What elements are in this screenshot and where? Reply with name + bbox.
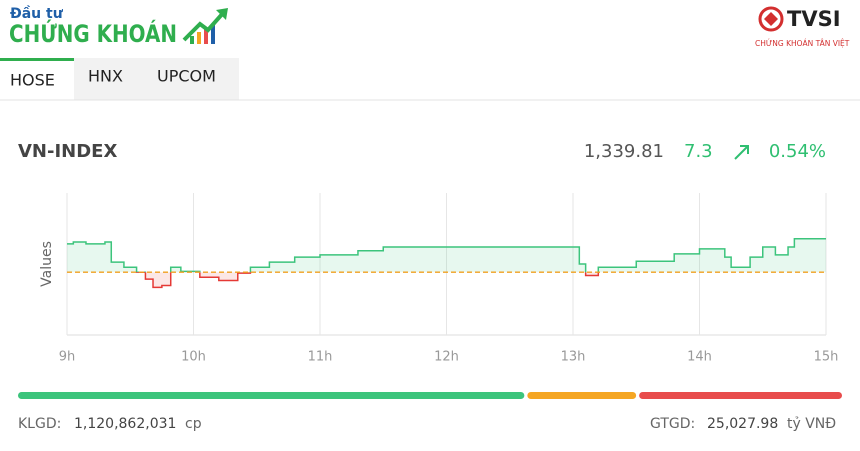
partner-icon — [758, 6, 784, 32]
active-tab — [0, 58, 74, 100]
tab-bar — [74, 58, 239, 100]
active-tab-marker — [0, 58, 74, 61]
tab[interactable]: HNX — [88, 67, 123, 86]
partner-sub: CHỨNG KHOÁN TÂN VIỆT — [755, 39, 850, 48]
x-tick-label: 11h — [308, 350, 333, 365]
breadth-bar — [18, 392, 842, 399]
volume-label: KLGD: — [18, 416, 61, 432]
volume-unit: cp — [185, 416, 202, 432]
trade-value: 25,027.98 — [707, 416, 778, 432]
index-value: 1,339.81 — [584, 141, 664, 162]
logo-icon — [182, 8, 228, 44]
index-change: 7.3 — [684, 141, 713, 162]
value-label: GTGD: — [650, 416, 695, 432]
chart: 9h 10h 11h 12h 13h 14h 15h — [59, 193, 839, 365]
breadth-segment — [527, 392, 637, 399]
tab[interactable]: UPCOM — [157, 67, 216, 86]
x-tick-label: 13h — [561, 350, 586, 365]
value-unit: tỷ VNĐ — [787, 416, 836, 432]
volume: 1,120,862,031 — [74, 416, 176, 432]
logo-main: CHỨNG KHOÁN — [9, 18, 177, 48]
partner-name: TVSI — [787, 7, 841, 31]
up-arrow — [734, 145, 749, 160]
x-tick-label: 10h — [181, 350, 206, 365]
x-tick-label: 12h — [434, 350, 459, 365]
tab[interactable]: HOSE — [10, 71, 55, 90]
x-tick-label: 9h — [59, 350, 76, 365]
price-line — [67, 238, 826, 273]
breadth-segment — [639, 392, 842, 399]
breadth-segment — [18, 392, 525, 399]
index-name: VN-INDEX — [18, 141, 117, 162]
y-axis-label: Values — [39, 241, 55, 287]
logo-top: Đầu tư — [10, 5, 64, 22]
x-tick-label: 14h — [687, 350, 712, 365]
index-change-pct: 0.54% — [769, 141, 826, 162]
x-tick-label: 15h — [814, 350, 839, 365]
